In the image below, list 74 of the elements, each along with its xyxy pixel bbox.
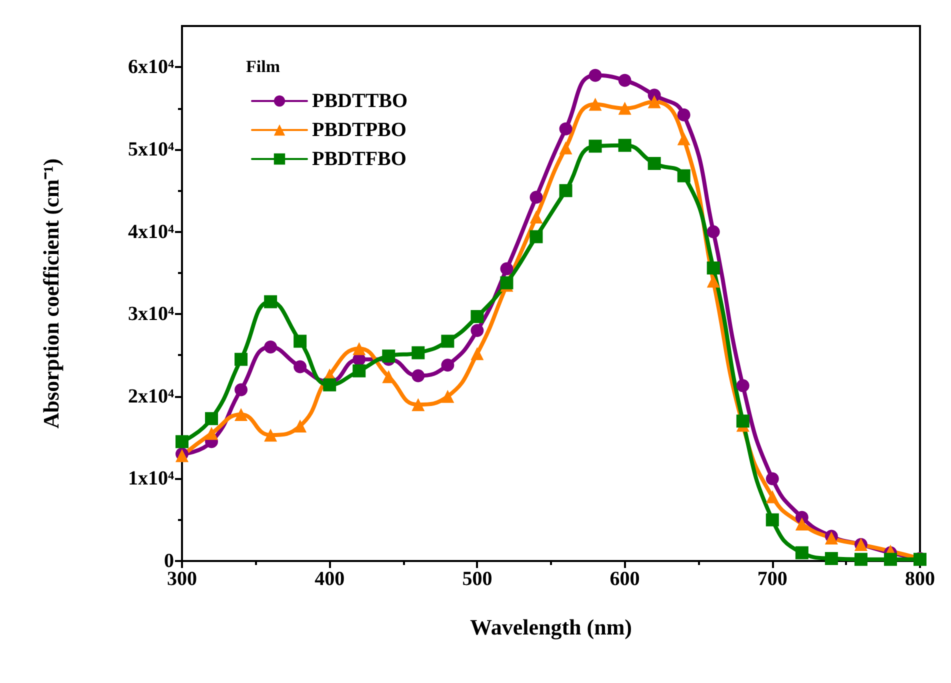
point	[470, 310, 484, 324]
point	[706, 274, 720, 288]
point	[441, 390, 454, 403]
point	[530, 210, 543, 224]
point	[294, 420, 307, 433]
point	[412, 346, 425, 360]
point	[205, 426, 218, 440]
point	[618, 74, 632, 87]
point	[412, 369, 425, 382]
point	[706, 261, 720, 274]
point	[766, 513, 779, 526]
point	[500, 276, 514, 290]
point	[824, 552, 838, 566]
y-tick-label: 1x10⁴	[128, 468, 174, 490]
point	[618, 102, 632, 115]
legend-label: PBDTFBO	[312, 148, 406, 170]
point	[766, 490, 779, 504]
point	[677, 132, 690, 146]
point	[294, 334, 307, 348]
point	[205, 412, 218, 426]
point	[500, 262, 514, 276]
point	[441, 334, 454, 348]
y-tick-label: 4x10⁴	[128, 220, 174, 243]
point	[588, 140, 602, 153]
y-tick-label: 3x10⁴	[128, 303, 174, 326]
point	[736, 414, 750, 428]
point	[412, 398, 425, 412]
point	[264, 428, 278, 442]
point	[382, 350, 396, 363]
point	[588, 68, 602, 82]
point	[795, 546, 808, 560]
x-tick-label: 600	[610, 568, 640, 590]
x-axis-title: Wavelength (nm)	[470, 614, 632, 640]
x-tick-label: 400	[314, 568, 345, 590]
point	[618, 138, 632, 152]
y-tick-label: 2x10⁴	[128, 385, 174, 408]
point	[234, 352, 248, 366]
y-tick-label: 5x10⁴	[128, 138, 174, 160]
y-axis-title: Absorption coefficient (cm⁻¹)	[38, 158, 64, 429]
y-tick-label: 6x10⁴	[128, 56, 174, 78]
point	[766, 472, 779, 486]
point	[352, 342, 366, 356]
point	[530, 230, 543, 244]
point	[736, 379, 750, 392]
legend-label: PBDTPBO	[312, 119, 406, 141]
point	[648, 156, 661, 170]
point	[559, 122, 572, 136]
point	[706, 225, 720, 238]
point	[854, 552, 868, 566]
x-tick-label: 700	[757, 568, 788, 590]
point	[234, 408, 248, 421]
x-tick-label: 800	[905, 568, 935, 590]
point	[677, 108, 690, 122]
point	[294, 360, 307, 374]
point	[176, 435, 188, 448]
point	[559, 141, 572, 154]
point	[588, 98, 602, 111]
legend-title: Film	[246, 57, 280, 76]
x-tick-label: 500	[462, 568, 492, 590]
point	[884, 552, 897, 566]
point	[530, 190, 543, 204]
point	[441, 358, 454, 372]
point	[264, 340, 278, 354]
legend-label: PBDTTBO	[312, 90, 408, 112]
point	[648, 95, 661, 108]
point	[795, 517, 808, 530]
point	[264, 295, 278, 308]
point	[323, 378, 336, 392]
point	[470, 324, 484, 338]
point	[234, 383, 248, 396]
point	[559, 184, 572, 198]
point	[470, 347, 484, 360]
point	[677, 169, 690, 182]
point	[352, 364, 366, 378]
